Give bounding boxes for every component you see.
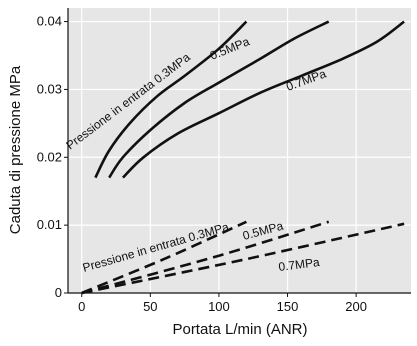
plot-area [68,8,411,293]
y-tick-label-0: 0 [55,285,62,300]
x-tick-label-4: 200 [345,299,367,314]
curves [81,20,405,295]
y-tick-label-4: 0.04 [37,14,62,29]
y-tick-label-3: 0.03 [37,81,62,96]
x-axis-label: Portata L/min (ANR) [172,321,307,338]
solid-curve-0 [94,20,248,179]
dashed-curve-5 [81,222,405,295]
y-axis-label: Caduta di pressione MPa [7,65,24,234]
y-tick-label-1: 0.01 [37,217,62,232]
axes [64,8,411,297]
x-tick-label-1: 50 [143,299,157,314]
solid-curve-2 [121,20,405,179]
x-tick-label-0: 0 [78,299,85,314]
x-tick-label-2: 100 [208,299,230,314]
y-tick-label-2: 0.02 [37,149,62,164]
label-dashed-0-7: 0.7MPa [278,255,321,274]
x-tick-label-3: 150 [277,299,299,314]
tick-labels: 0 50 100 150 200 0 0.01 0.02 0.03 0.04 [37,14,367,314]
solid-curve-1 [108,20,330,179]
dashed-curve-4 [81,220,330,295]
dashed-curve-3 [81,220,247,295]
